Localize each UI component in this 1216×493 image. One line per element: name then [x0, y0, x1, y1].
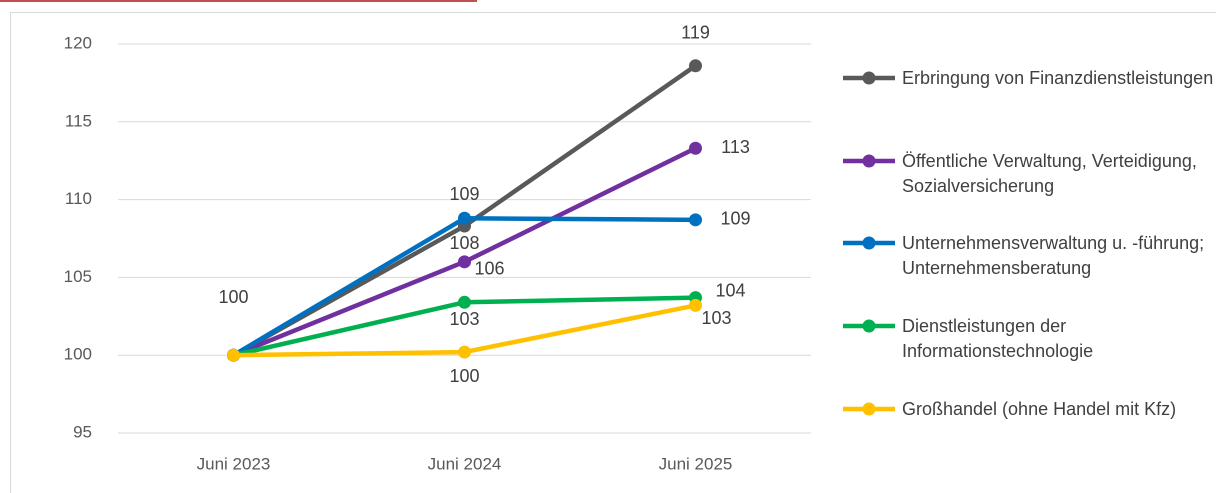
- y-tick-label: 105: [64, 267, 92, 286]
- data-label: 103: [701, 308, 731, 328]
- data-label: 100: [449, 366, 479, 386]
- data-label: 119: [681, 23, 710, 43]
- data-point: [689, 141, 702, 155]
- y-tick-label: 100: [64, 345, 92, 364]
- legend-label: Erbringung von Finanzdienstleistungen: [902, 68, 1214, 88]
- data-label: 109: [449, 184, 479, 204]
- data-point: [458, 255, 471, 269]
- x-tick-label: Juni 2025: [659, 454, 733, 473]
- legend-swatch-marker: [862, 71, 876, 85]
- legend-label: Großhandel (ohne Handel mit Kfz): [902, 399, 1177, 419]
- legend-label: Öffentliche Verwaltung, Verteidigung, So…: [902, 151, 1197, 196]
- legend-swatch-marker: [862, 319, 876, 333]
- data-label: 113: [721, 137, 750, 157]
- chart-border: [10, 12, 1216, 493]
- y-tick-label: 120: [64, 33, 92, 52]
- x-tick-label: Juni 2023: [197, 454, 271, 473]
- data-label: 100: [218, 287, 248, 307]
- data-point: [458, 211, 471, 225]
- data-label: 109: [720, 209, 750, 229]
- data-point: [458, 345, 471, 359]
- data-label: 103: [449, 309, 479, 329]
- legend-label: Unternehmensverwaltung u. -führung; Unte…: [902, 233, 1205, 278]
- data-label: 106: [474, 259, 504, 279]
- data-point: [689, 298, 702, 312]
- y-tick-label: 110: [65, 189, 92, 208]
- data-label: 104: [715, 280, 745, 300]
- legend-swatch-marker: [862, 236, 876, 250]
- data-point: [227, 348, 240, 362]
- legend-swatch-marker: [862, 402, 876, 416]
- data-label: 108: [449, 233, 479, 253]
- data-point: [458, 295, 471, 309]
- y-tick-label: 115: [65, 111, 92, 130]
- data-point: [689, 59, 702, 73]
- legend-swatch-marker: [862, 154, 876, 168]
- data-point: [689, 213, 702, 227]
- y-tick-label: 95: [73, 422, 92, 441]
- x-tick-label: Juni 2024: [428, 454, 502, 473]
- legend-label: Dienstleistungen der Informationstechnol…: [902, 316, 1094, 361]
